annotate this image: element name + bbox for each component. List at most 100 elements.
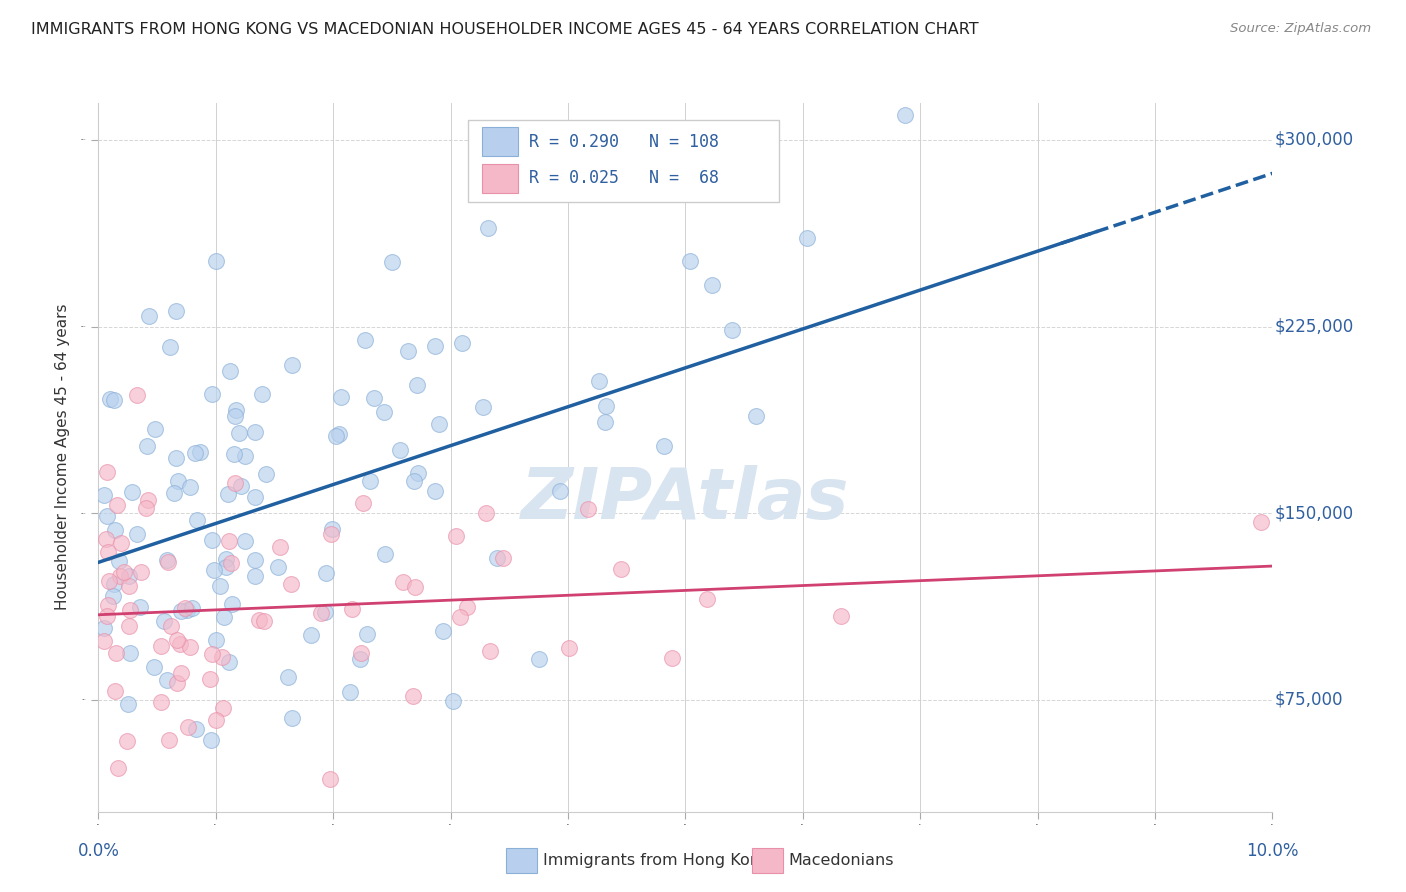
Text: Macedonians: Macedonians (789, 854, 894, 868)
Point (558, 640, 581, 655)
Point (281, 711, 304, 725)
Point (108, 554, 131, 568)
Point (243, 425, 266, 439)
Point (125, 388, 148, 402)
Text: $225,000: $225,000 (1275, 318, 1354, 335)
Point (180, 601, 202, 615)
Point (209, 579, 232, 593)
Point (595, 399, 617, 413)
Point (156, 553, 179, 567)
Point (451, 335, 474, 350)
Point (176, 602, 198, 616)
Point (163, 485, 186, 500)
Point (578, 502, 600, 516)
Point (389, 443, 412, 458)
Point (830, 609, 852, 624)
Point (679, 254, 702, 268)
Point (894, 108, 917, 122)
Point (186, 513, 208, 527)
Point (217, 486, 239, 500)
Point (492, 551, 515, 566)
Point (277, 670, 299, 684)
Point (179, 640, 201, 654)
Point (98, 574, 121, 588)
Point (183, 446, 205, 460)
Text: Immigrants from Hong Kong: Immigrants from Hong Kong (543, 854, 770, 868)
Point (118, 618, 141, 632)
Point (354, 333, 377, 347)
Point (188, 445, 211, 459)
Point (321, 522, 343, 536)
Point (117, 569, 139, 583)
Point (221, 556, 243, 570)
Point (243, 568, 266, 582)
Point (201, 647, 224, 661)
Point (315, 566, 337, 580)
Point (449, 610, 471, 624)
Text: R = 0.290   N = 108: R = 0.290 N = 108 (529, 133, 720, 151)
Point (149, 695, 172, 709)
Point (143, 422, 166, 436)
Point (157, 555, 180, 569)
Point (218, 533, 240, 548)
Text: Source: ZipAtlas.com: Source: ZipAtlas.com (1230, 22, 1371, 36)
Point (350, 646, 373, 660)
Point (93, 622, 115, 636)
Point (267, 560, 290, 574)
Point (392, 574, 415, 589)
Point (156, 673, 179, 688)
Point (218, 655, 240, 669)
Point (149, 640, 172, 654)
Point (179, 480, 201, 494)
Point (177, 720, 200, 734)
Point (427, 417, 450, 431)
Point (96, 608, 118, 623)
Point (477, 221, 499, 235)
Point (359, 474, 381, 488)
Point (256, 467, 278, 482)
Point (588, 375, 610, 389)
Point (165, 451, 187, 466)
Point (548, 484, 571, 499)
Point (221, 597, 243, 611)
Point (96, 508, 118, 523)
Point (200, 733, 222, 747)
Text: IMMIGRANTS FROM HONG KONG VS MACEDONIAN HOUSEHOLDER INCOME AGES 45 - 64 YEARS CO: IMMIGRANTS FROM HONG KONG VS MACEDONIAN … (31, 22, 979, 37)
Point (235, 534, 257, 549)
Point (609, 562, 631, 576)
Point (222, 447, 245, 461)
Point (166, 304, 188, 318)
Point (405, 378, 427, 392)
Point (745, 409, 768, 423)
Point (319, 527, 342, 541)
Point (408, 466, 430, 480)
Point (118, 646, 141, 660)
Point (652, 439, 675, 453)
Point (700, 278, 723, 293)
Point (224, 409, 246, 423)
Point (215, 559, 238, 574)
Point (205, 254, 228, 268)
FancyBboxPatch shape (468, 120, 779, 202)
Point (201, 533, 224, 548)
Point (103, 577, 125, 591)
Point (432, 624, 454, 638)
Point (228, 425, 250, 440)
Point (319, 772, 342, 787)
Point (108, 569, 131, 583)
Point (349, 652, 371, 666)
Point (93, 633, 115, 648)
Text: ZIPAtlas: ZIPAtlas (522, 466, 849, 534)
Point (135, 438, 157, 452)
Point (527, 652, 550, 666)
Point (218, 364, 240, 378)
Point (129, 565, 152, 579)
Point (374, 547, 396, 561)
Point (280, 577, 302, 591)
Text: 10.0%: 10.0% (1246, 842, 1299, 860)
Point (696, 592, 718, 607)
Point (205, 633, 228, 648)
Point (104, 684, 127, 698)
Point (204, 713, 226, 727)
Point (174, 601, 197, 615)
